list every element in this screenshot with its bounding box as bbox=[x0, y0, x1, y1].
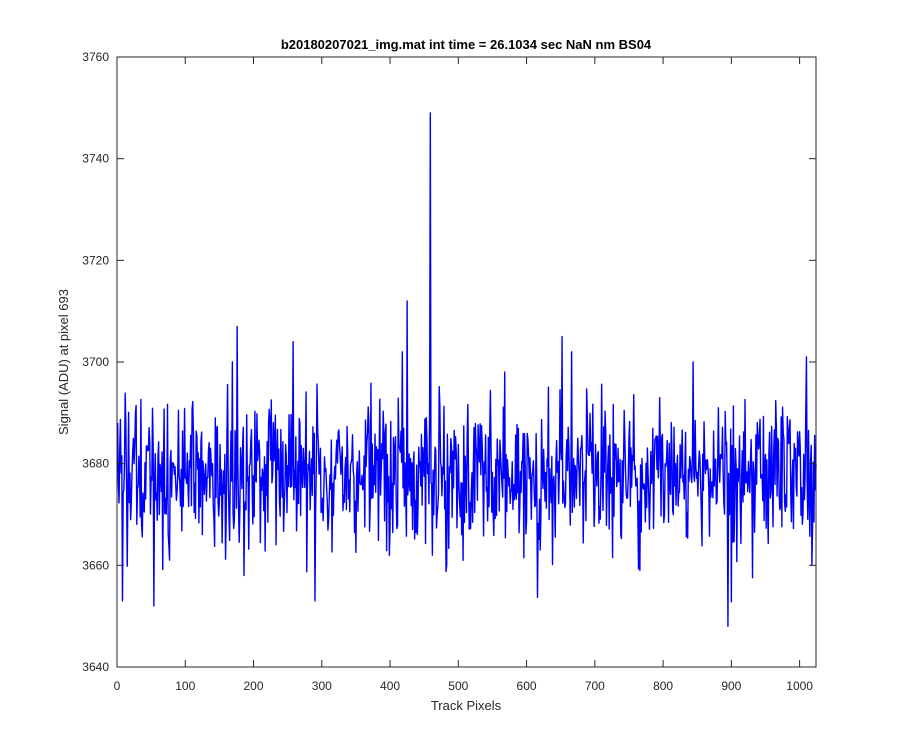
x-tick-label: 500 bbox=[448, 679, 468, 693]
x-axis: 0 100 200 300 400 500 600 700 800 900 1000 bbox=[114, 57, 813, 693]
x-tick-label: 700 bbox=[585, 679, 605, 693]
plot-area bbox=[117, 57, 816, 667]
x-tick-label: 300 bbox=[312, 679, 332, 693]
data-layer bbox=[116, 112, 817, 628]
x-tick-label: 100 bbox=[175, 679, 195, 693]
y-tick-label: 3680 bbox=[82, 457, 109, 471]
chart-title: b20180207021_img.mat int time = 26.1034 … bbox=[281, 37, 652, 52]
y-tick-label: 3700 bbox=[82, 355, 109, 369]
y-tick-label: 3640 bbox=[82, 660, 109, 674]
y-tick-label: 3720 bbox=[82, 253, 109, 267]
x-tick-label: 800 bbox=[653, 679, 673, 693]
x-tick-label: 1000 bbox=[786, 679, 813, 693]
x-tick-label: 600 bbox=[517, 679, 537, 693]
x-tick-label: 200 bbox=[244, 679, 264, 693]
y-tick-label: 3740 bbox=[82, 152, 109, 166]
x-tick-label: 900 bbox=[721, 679, 741, 693]
x-tick-label: 400 bbox=[380, 679, 400, 693]
y-axis-label: Signal (ADU) at pixel 693 bbox=[56, 289, 71, 435]
y-tick-label: 3760 bbox=[82, 50, 109, 64]
x-axis-label: Track Pixels bbox=[431, 698, 502, 713]
signal-series-line bbox=[116, 112, 817, 628]
y-tick-label: 3660 bbox=[82, 558, 109, 572]
x-tick-label: 0 bbox=[114, 679, 121, 693]
y-axis: 3640 3660 3680 3700 3720 3740 3760 bbox=[82, 50, 816, 674]
